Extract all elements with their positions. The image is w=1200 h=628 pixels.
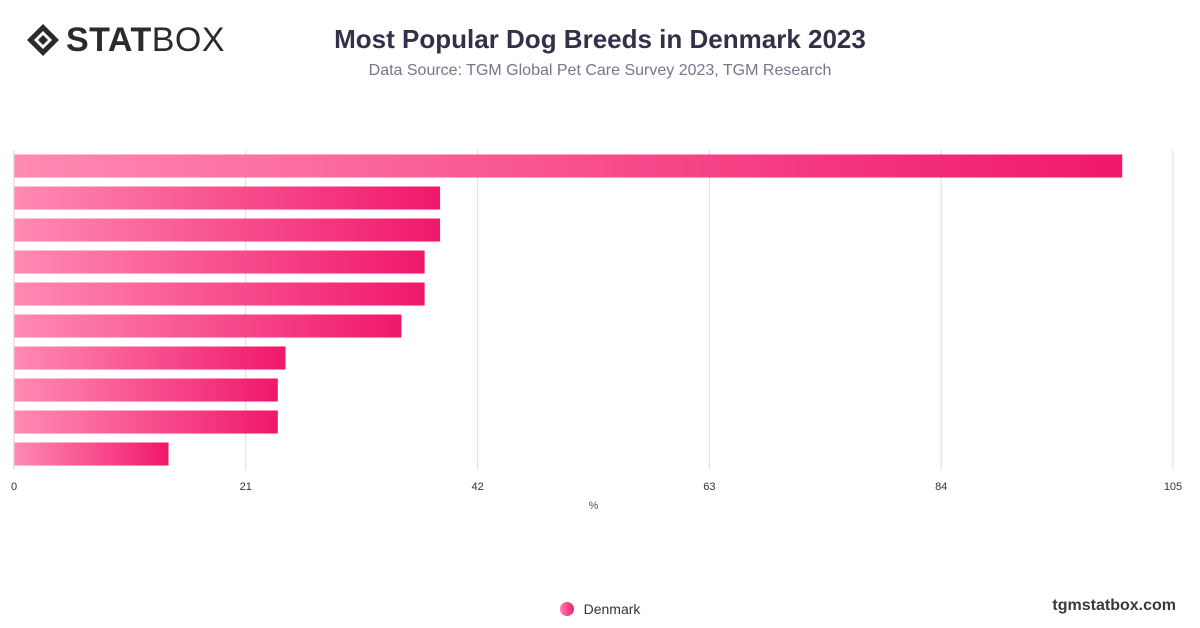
- bar-denmark[interactable]: [14, 154, 1123, 178]
- bar-denmark[interactable]: [14, 282, 425, 306]
- x-tick-label: 42: [471, 481, 483, 493]
- bar-denmark[interactable]: [14, 442, 169, 466]
- legend-label: Denmark: [583, 601, 641, 617]
- bar-denmark[interactable]: [14, 314, 402, 338]
- x-tick-label: 84: [935, 481, 947, 493]
- x-tick-label: 105: [1164, 481, 1182, 493]
- x-tick-label: 0: [11, 481, 17, 493]
- x-tick-label: 21: [240, 481, 252, 493]
- statbox-diamond-icon: [27, 24, 59, 56]
- logo-wordmark: STATBOX: [66, 22, 225, 58]
- logo-text-stat: STAT: [66, 21, 152, 59]
- bar-denmark[interactable]: [14, 186, 441, 210]
- bar-denmark[interactable]: [14, 346, 286, 370]
- statbox-logo: STATBOX: [26, 22, 225, 58]
- bar-denmark[interactable]: [14, 410, 278, 434]
- x-tick-label: 63: [703, 481, 715, 493]
- legend-marker-icon: [559, 602, 574, 616]
- bar-denmark[interactable]: [14, 250, 425, 274]
- logo-text-box: BOX: [151, 21, 226, 59]
- chart-legend[interactable]: Denmark: [0, 601, 1200, 617]
- x-axis-label: %: [589, 500, 599, 512]
- bar-denmark[interactable]: [14, 378, 278, 402]
- bar-denmark[interactable]: [14, 218, 441, 242]
- chart-title: Most Popular Dog Breeds in Denmark 2023: [334, 24, 866, 54]
- chart-subtitle: Data Source: TGM Global Pet Care Survey …: [368, 62, 832, 79]
- site-credit: tgmstatbox.com: [1052, 597, 1176, 614]
